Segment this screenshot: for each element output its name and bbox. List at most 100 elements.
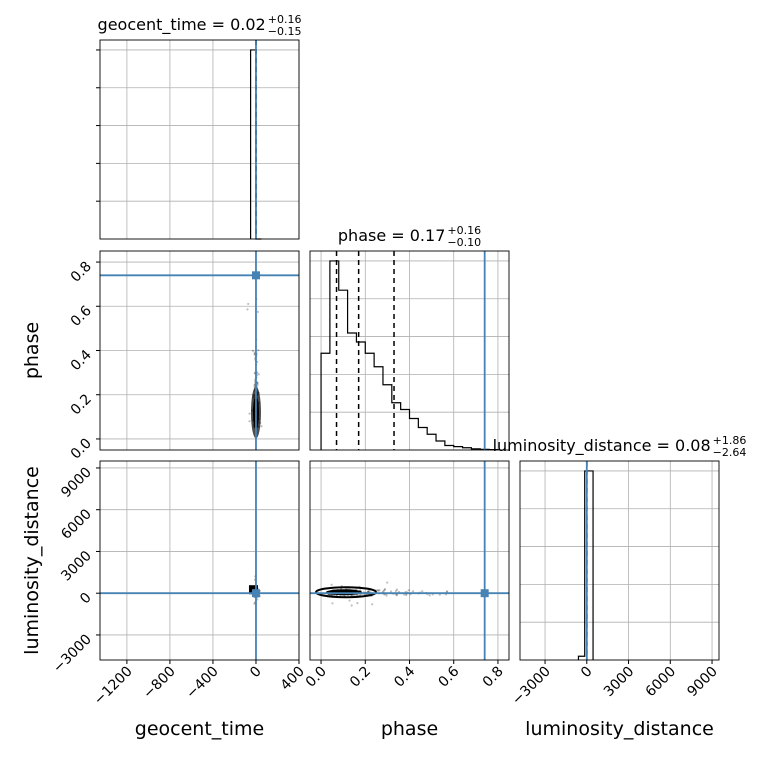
- x-tick-label: 3000: [601, 664, 638, 701]
- y-tick-label: 0.8: [68, 259, 95, 286]
- density-contour: [326, 589, 363, 596]
- hist-panel-phase: [309, 250, 510, 451]
- sample-point: [377, 589, 380, 592]
- sample-point: [438, 593, 441, 596]
- x-tick-label: 0.2: [347, 664, 374, 691]
- truth-marker: [251, 271, 260, 280]
- scatter-panel-geocent_time-phase: [99, 250, 300, 451]
- sample-point: [376, 589, 379, 592]
- sample-point: [247, 302, 250, 306]
- axes-frame: [99, 460, 300, 661]
- y-tick-label: 6000: [58, 506, 95, 543]
- y-axis-label-luminosity_distance: luminosity_distance: [21, 466, 43, 655]
- sample-point: [446, 590, 449, 593]
- density-contour: [315, 586, 378, 599]
- sample-point: [331, 602, 334, 605]
- sample-point: [428, 594, 431, 597]
- title-text: phase = 0.17: [338, 226, 445, 245]
- sample-point: [383, 588, 386, 592]
- y-tick-label: 0.2: [68, 391, 95, 418]
- sample-point: [378, 589, 381, 592]
- sample-point: [260, 425, 263, 428]
- hist-panel-geocent_time: [96, 39, 300, 240]
- axes-frame: [99, 39, 300, 240]
- x-tick-label: −1200: [91, 664, 136, 709]
- sample-point: [356, 602, 359, 605]
- sample-point: [405, 593, 408, 597]
- title-sub: −0.15: [268, 25, 302, 38]
- sample-point: [246, 308, 249, 311]
- sample-point: [257, 373, 260, 376]
- x-tick-label: 0.4: [391, 663, 418, 690]
- scatter-panel-phase-luminosity_distance: [309, 460, 510, 661]
- sample-point: [256, 383, 259, 387]
- x-axis-label-phase: phase: [381, 718, 438, 740]
- sample-point: [367, 590, 370, 593]
- title-phase: phase = 0.17 +0.16−0.10: [338, 224, 481, 249]
- axes-frame: [519, 460, 720, 661]
- y-tick-label: 0.0: [68, 435, 95, 462]
- y-tick-label: 0.6: [68, 303, 95, 330]
- truth-marker: [480, 589, 489, 598]
- x-axis-label-luminosity_distance: luminosity_distance: [525, 718, 714, 740]
- x-tick-label: 0: [247, 664, 265, 682]
- sample-point: [251, 349, 255, 352]
- sample-point: [382, 590, 385, 593]
- title-text: luminosity_distance = 0.08: [493, 436, 711, 456]
- x-tick-label: 6000: [643, 664, 680, 701]
- axes-frame: [309, 250, 510, 451]
- x-axis-label-geocent_time: geocent_time: [135, 718, 264, 740]
- x-tick-label: 9000: [684, 664, 721, 701]
- sample-point: [367, 590, 370, 593]
- y-tick-label: −3000: [50, 631, 95, 676]
- title-sup: +0.16: [268, 13, 302, 26]
- title-sub: −2.64: [713, 446, 747, 459]
- sample-point: [386, 581, 389, 584]
- x-tick-label: 0.0: [303, 664, 330, 691]
- x-tick-label: −3000: [509, 664, 554, 709]
- title-luminosity_distance: luminosity_distance = 0.08 +1.86−2.64: [493, 434, 747, 459]
- samples: [246, 298, 263, 439]
- sample-point: [411, 590, 415, 593]
- sample-point: [368, 590, 371, 593]
- sample-point: [394, 589, 398, 593]
- x-tick-label: 0.6: [435, 663, 462, 690]
- title-sub: −0.10: [447, 236, 481, 249]
- y-tick-label: 3000: [58, 548, 95, 585]
- sample-point: [248, 412, 251, 415]
- y-tick-label: 0: [77, 590, 95, 608]
- sample-point: [395, 593, 398, 597]
- hist-panel-luminosity_distance: [519, 460, 720, 661]
- sample-point: [256, 310, 260, 313]
- sample-point: [385, 594, 388, 597]
- title-geocent_time: geocent_time = 0.02 +0.16−0.15: [98, 13, 302, 38]
- sample-point: [371, 603, 374, 606]
- y-axis-label-phase: phase: [21, 322, 43, 379]
- truth-marker: [251, 589, 260, 598]
- sample-point: [383, 588, 387, 591]
- x-tick-label: −800: [140, 664, 179, 703]
- sample-point: [257, 349, 260, 352]
- y-tick-label: 9000: [58, 464, 95, 501]
- x-tick-label: 0: [578, 664, 596, 682]
- sample-point: [389, 590, 393, 593]
- histogram-phase: [320, 260, 499, 451]
- sample-point: [355, 593, 359, 597]
- sample-point: [348, 599, 351, 602]
- sample-point: [421, 590, 424, 593]
- sample-point: [330, 583, 333, 586]
- sample-point: [256, 382, 259, 385]
- histogram-luminosity_distance: [577, 470, 594, 660]
- sample-point: [350, 604, 353, 607]
- sample-point: [248, 420, 251, 423]
- title-sup: +1.86: [713, 434, 747, 447]
- x-tick-label: 0.8: [480, 664, 507, 691]
- sample-point: [253, 602, 256, 605]
- title-sup: +0.16: [447, 224, 481, 237]
- scatter-panel-geocent_time-luminosity_distance: [99, 460, 300, 661]
- y-tick-label: 0.4: [68, 347, 95, 374]
- title-text: geocent_time = 0.02: [98, 15, 266, 35]
- x-tick-label: −400: [183, 664, 222, 703]
- sample-point: [407, 589, 410, 592]
